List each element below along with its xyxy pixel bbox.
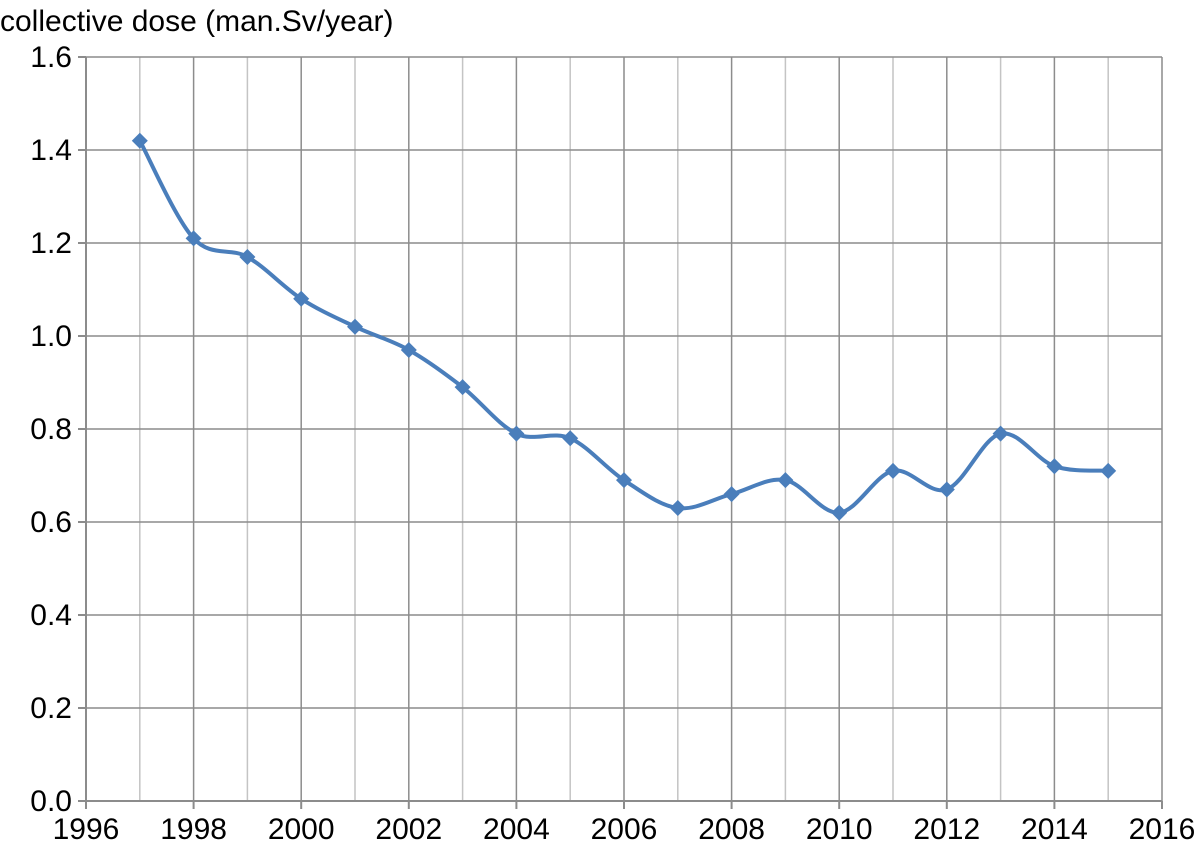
x-tick-label: 2014: [1021, 813, 1088, 846]
data-point-marker: [885, 462, 901, 479]
data-point-marker: [831, 504, 848, 521]
data-point-marker: [669, 500, 686, 517]
data-point-marker: [616, 472, 632, 489]
data-point-marker: [992, 425, 1009, 442]
y-axis-title: collective dose (man.Sv/year): [0, 5, 394, 38]
data-point-marker: [508, 425, 525, 442]
data-point-marker: [777, 472, 794, 489]
data-point-marker: [938, 481, 955, 498]
series: [131, 132, 1117, 521]
data-point-marker: [400, 341, 417, 358]
y-tick-label: 0.8: [30, 413, 72, 446]
x-tick-label: 1996: [53, 813, 120, 846]
x-tick-label: 2000: [268, 813, 335, 846]
x-tick-label: 2008: [698, 813, 765, 846]
data-point-marker: [239, 248, 256, 265]
y-tick-label: 0.2: [30, 692, 72, 725]
data-point-marker: [1100, 462, 1117, 479]
axes: [78, 56, 1163, 809]
data-point-marker: [347, 318, 363, 335]
data-point-marker: [1046, 458, 1063, 475]
y-tick-label: 1.4: [30, 134, 72, 167]
y-tick-label: 0.0: [30, 785, 72, 818]
data-point-marker: [723, 486, 740, 503]
data-point-marker: [454, 379, 471, 396]
data-point-marker: [185, 230, 202, 247]
grid: [86, 56, 1163, 801]
x-tick-label: 2006: [591, 813, 658, 846]
data-point-marker: [562, 430, 579, 447]
x-tick-label: 2016: [1129, 813, 1196, 846]
x-tick-label: 2010: [806, 813, 873, 846]
tick-labels: 0.0 0.2 0.4 0.6 0.8 1.0 1.2 1.4 1.6 1996 1998 2000 2…: [30, 41, 1195, 846]
y-tick-label: 1.6: [30, 41, 72, 74]
x-tick-label: 2012: [913, 813, 980, 846]
y-tick-label: 0.6: [30, 506, 72, 539]
x-tick-label: 1998: [160, 813, 227, 846]
y-tick-label: 1.2: [30, 227, 72, 260]
data-point-marker: [293, 290, 310, 307]
data-point-marker: [131, 132, 148, 149]
x-tick-label: 2002: [375, 813, 442, 846]
x-tick-label: 2004: [483, 813, 550, 846]
y-tick-label: 1.0: [30, 320, 72, 353]
y-tick-label: 0.4: [30, 599, 72, 632]
